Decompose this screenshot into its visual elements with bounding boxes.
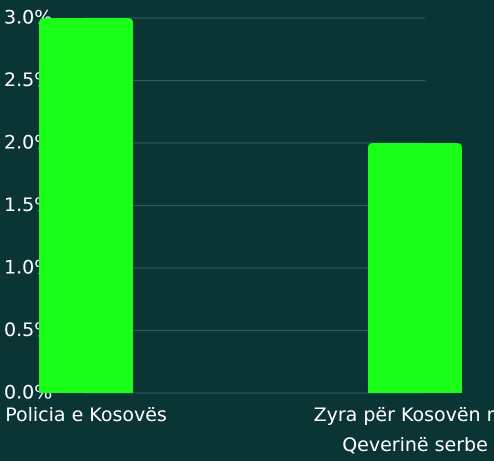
bar <box>39 18 133 393</box>
x-tick-label: Policia e Kosovës <box>5 404 167 426</box>
x-tick-label: Zyra për Kosovën në Qeverinë serbe <box>314 404 494 456</box>
bar <box>368 143 462 393</box>
